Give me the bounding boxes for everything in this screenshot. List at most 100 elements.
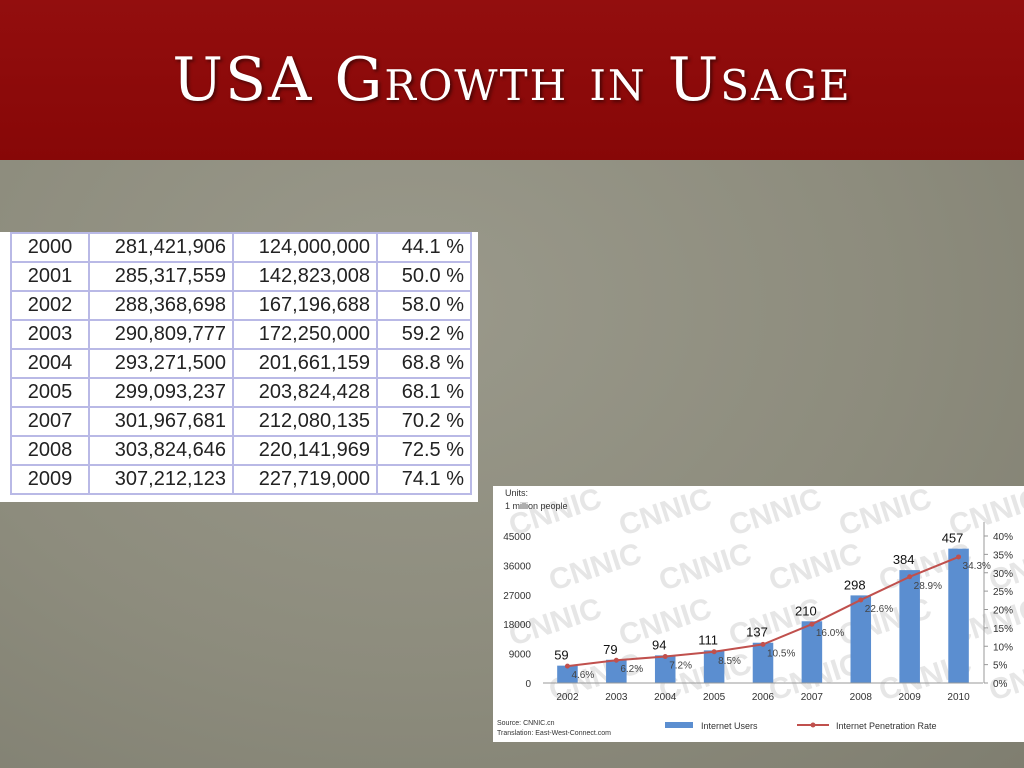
x-tick-label: 2005 <box>703 692 726 703</box>
table-cell: 68.8 % <box>376 348 472 379</box>
table-cell: 68.1 % <box>376 377 472 408</box>
legend-label-internet-users: Internet Users <box>701 721 758 731</box>
source-label-line1: Source: CNNIC.cn <box>497 720 555 727</box>
bar-internet-users <box>752 642 774 683</box>
bar-value-label: 384 <box>893 552 915 567</box>
x-tick-label: 2002 <box>556 692 579 703</box>
table-cell: 288,368,698 <box>88 290 234 321</box>
watermark-text: CNNIC <box>985 647 1024 708</box>
table-cell: 2001 <box>10 261 90 292</box>
x-tick-label: 2004 <box>654 692 677 703</box>
line-value-label: 4.6% <box>571 670 594 681</box>
bar-internet-users <box>850 595 872 683</box>
bar-value-label: 94 <box>652 637 666 652</box>
table-cell: 44.1 % <box>376 232 472 263</box>
legend-label-penetration-rate: Internet Penetration Rate <box>836 721 937 731</box>
x-tick-label: 2009 <box>899 692 922 703</box>
units-label-line2: 1 million people <box>505 501 568 511</box>
bar-value-label: 210 <box>795 603 817 618</box>
bar-value-label: 298 <box>844 577 866 592</box>
line-point-penetration-rate <box>809 621 815 627</box>
table-row: 2007 301,967,681 212,080,135 70.2 % <box>10 406 472 437</box>
x-tick-label: 2007 <box>801 692 824 703</box>
table-cell: 172,250,000 <box>232 319 378 350</box>
table-cell: 2002 <box>10 290 90 321</box>
line-point-penetration-rate <box>613 657 619 663</box>
table-cell: 2009 <box>10 464 90 495</box>
table-cell: 50.0 % <box>376 261 472 292</box>
line-value-label: 28.9% <box>914 581 942 592</box>
y-tick-label-right: 5% <box>993 661 1008 672</box>
watermark-text: CNNIC <box>725 486 826 543</box>
line-value-label: 34.3% <box>963 561 991 572</box>
table-cell: 303,824,646 <box>88 435 234 466</box>
internet-users-chart: CNNIC CNNIC CNNIC CNNIC CNNIC CNNIC CNNIC CNNIC… <box>493 486 1024 742</box>
bar-internet-users <box>654 655 676 683</box>
table-cell: 58.0 % <box>376 290 472 321</box>
y-tick-label-left: 0 <box>525 679 531 690</box>
table-row: 2002 288,368,698 167,196,688 58.0 % <box>10 290 472 321</box>
x-tick-label: 2010 <box>947 692 970 703</box>
table-cell: 301,967,681 <box>88 406 234 437</box>
table-row: 2001 285,317,559 142,823,008 50.0 % <box>10 261 472 292</box>
bar-internet-users <box>557 665 578 683</box>
table-cell: 201,661,159 <box>232 348 378 379</box>
table-cell: 290,809,777 <box>88 319 234 350</box>
line-value-label: 16.0% <box>816 628 844 639</box>
line-point-penetration-rate <box>907 574 913 580</box>
bar-value-label: 137 <box>746 625 768 640</box>
table-cell: 227,719,000 <box>232 464 378 495</box>
table-cell: 293,271,500 <box>88 348 234 379</box>
line-point-penetration-rate <box>760 641 766 647</box>
line-point-penetration-rate <box>662 654 668 660</box>
table-cell: 2005 <box>10 377 90 408</box>
watermark-text: CNNIC <box>545 537 646 598</box>
line-point-penetration-rate <box>564 663 570 669</box>
bar-internet-users <box>899 570 920 683</box>
title-bar: USA Growth in Usage <box>0 0 1024 160</box>
x-tick-label: 2006 <box>752 692 775 703</box>
y-tick-label-left: 36000 <box>503 561 531 572</box>
table-row: 2008 303,824,646 220,141,969 72.5 % <box>10 435 472 466</box>
table-cell: 285,317,559 <box>88 261 234 292</box>
table-cell: 74.1 % <box>376 464 472 495</box>
table-cell: 307,212,123 <box>88 464 234 495</box>
bar-internet-users <box>606 659 627 683</box>
watermark-text: CNNIC <box>655 537 756 598</box>
x-tick-label: 2008 <box>850 692 873 703</box>
usage-table-image: 2000 281,421,906 124,000,000 44.1 % 2001 285,… <box>0 232 478 502</box>
slide-title: USA Growth in Usage <box>172 45 852 115</box>
table-cell: 2003 <box>10 319 90 350</box>
line-value-label: 8.5% <box>718 656 741 667</box>
line-value-label: 10.5% <box>767 648 795 659</box>
line-value-label: 22.6% <box>865 604 893 615</box>
table-cell: 2008 <box>10 435 90 466</box>
table-cell: 124,000,000 <box>232 232 378 263</box>
bar-internet-users <box>801 621 823 683</box>
table-row: 2005 299,093,237 203,824,428 68.1 % <box>10 377 472 408</box>
table-cell: 70.2 % <box>376 406 472 437</box>
table-cell: 299,093,237 <box>88 377 234 408</box>
table-cell: 203,824,428 <box>232 377 378 408</box>
table-cell: 220,141,969 <box>232 435 378 466</box>
source-label-line2: Translation: East-West-Connect.com <box>497 730 611 737</box>
units-label-line1: Units: <box>505 488 528 498</box>
y-tick-label-right: 10% <box>993 642 1013 653</box>
table-cell: 2000 <box>10 232 90 263</box>
watermark-text: CNNIC <box>835 486 936 543</box>
table-cell: 212,080,135 <box>232 406 378 437</box>
line-value-label: 6.2% <box>620 664 643 675</box>
chart-legend: Internet Users Internet Penetration Rate <box>665 721 937 731</box>
bar-value-label: 59 <box>554 648 568 663</box>
bar-value-label: 79 <box>603 642 617 657</box>
table-row: 2004 293,271,500 201,661,159 68.8 % <box>10 348 472 379</box>
table-row: 2009 307,212,123 227,719,000 74.1 % <box>10 464 472 495</box>
line-point-penetration-rate <box>858 597 864 603</box>
y-tick-label-right: 35% <box>993 550 1013 561</box>
line-value-label: 7.2% <box>669 661 692 672</box>
y-tick-label-right: 20% <box>993 606 1013 617</box>
y-tick-label-left: 27000 <box>503 591 531 602</box>
watermark-text: CNNIC <box>835 592 936 653</box>
legend-marker-penetration-rate <box>810 722 816 728</box>
legend-swatch-internet-users <box>665 722 693 728</box>
